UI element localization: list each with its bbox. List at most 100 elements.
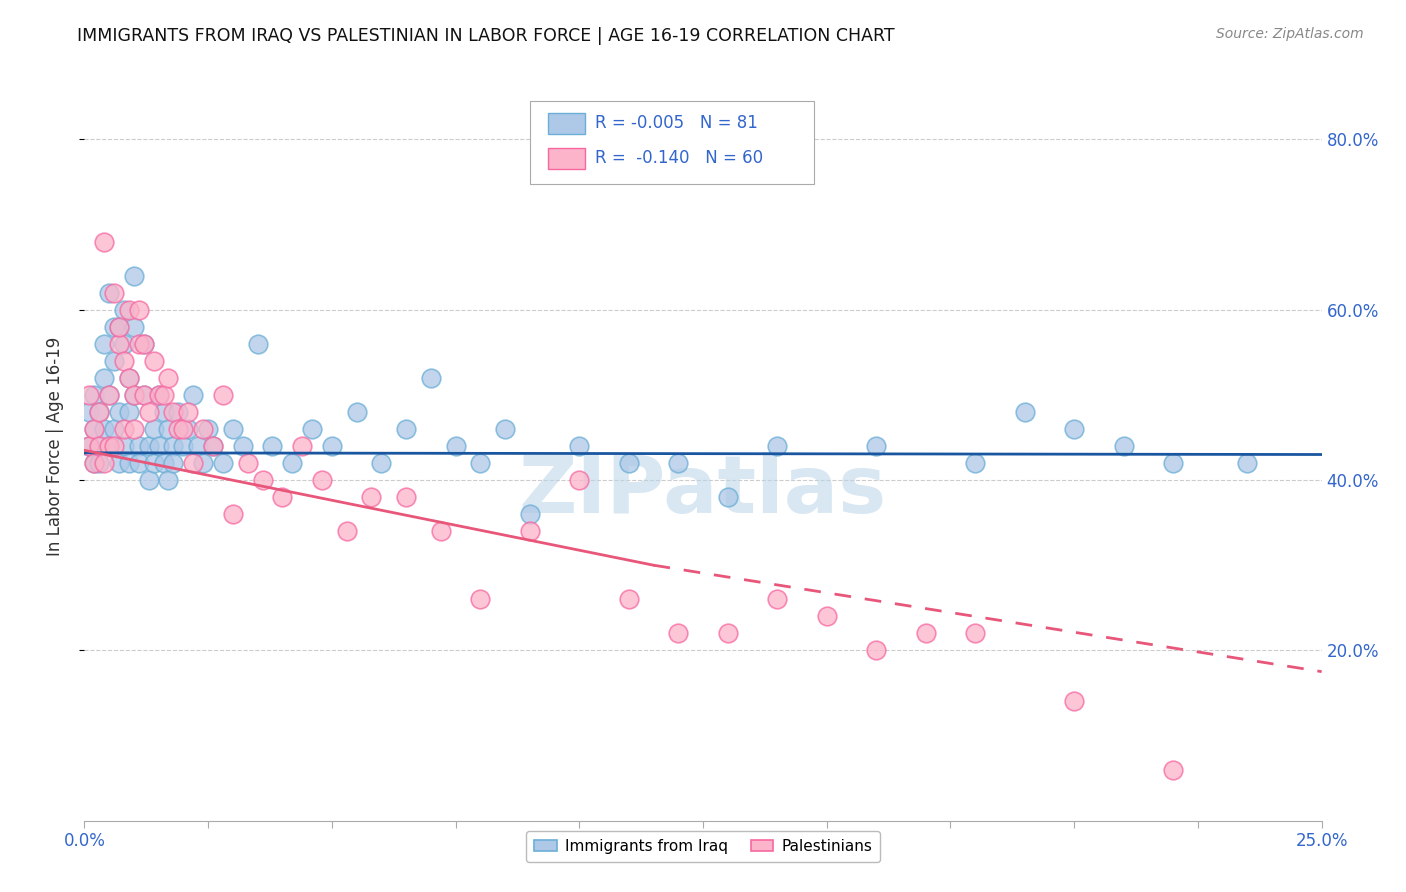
Point: [271, 490, 294, 504]
Point: [79, 388, 101, 402]
Point: [617, 456, 640, 470]
Point: [108, 319, 131, 334]
Point: [336, 524, 359, 538]
Point: [79, 439, 101, 453]
Point: [148, 388, 170, 402]
Point: [103, 354, 125, 368]
Point: [132, 336, 155, 351]
Point: [766, 592, 789, 607]
Point: [444, 439, 467, 453]
Point: [138, 473, 160, 487]
Point: [865, 439, 887, 453]
Point: [568, 439, 591, 453]
Point: [112, 422, 135, 436]
Point: [108, 456, 131, 470]
Point: [187, 439, 209, 453]
Point: [118, 302, 141, 317]
Point: [138, 405, 160, 419]
Point: [103, 285, 125, 300]
Legend: Immigrants from Iraq, Palestinians: Immigrants from Iraq, Palestinians: [526, 831, 880, 862]
Point: [815, 609, 838, 624]
Point: [128, 456, 150, 470]
Point: [1236, 456, 1258, 470]
Point: [93, 235, 115, 249]
Point: [360, 490, 382, 504]
Point: [252, 473, 274, 487]
Point: [370, 456, 392, 470]
Point: [197, 422, 219, 436]
Point: [89, 439, 111, 453]
Point: [965, 626, 987, 640]
Point: [108, 405, 131, 419]
Point: [191, 422, 214, 436]
Point: [93, 456, 115, 470]
Point: [89, 439, 111, 453]
Point: [118, 456, 141, 470]
Point: [138, 439, 160, 453]
Point: [177, 422, 200, 436]
Point: [132, 336, 155, 351]
Point: [122, 388, 145, 402]
Point: [103, 422, 125, 436]
Point: [262, 439, 284, 453]
Point: [128, 336, 150, 351]
Point: [93, 422, 115, 436]
Point: [666, 456, 689, 470]
Point: [103, 319, 125, 334]
Point: [157, 473, 180, 487]
Point: [519, 524, 541, 538]
Point: [122, 268, 145, 283]
Point: [83, 422, 105, 436]
Point: [191, 456, 214, 470]
Point: [122, 422, 145, 436]
Point: [167, 405, 190, 419]
Point: [1063, 694, 1085, 708]
Point: [167, 422, 190, 436]
Point: [617, 592, 640, 607]
Text: R = -0.005   N = 81: R = -0.005 N = 81: [595, 114, 758, 132]
Point: [202, 439, 225, 453]
Point: [568, 473, 591, 487]
Point: [419, 371, 441, 385]
Point: [148, 388, 170, 402]
Point: [766, 439, 789, 453]
Point: [118, 371, 141, 385]
FancyBboxPatch shape: [548, 148, 585, 169]
Point: [1063, 422, 1085, 436]
Text: Source: ZipAtlas.com: Source: ZipAtlas.com: [1216, 27, 1364, 41]
Point: [79, 439, 101, 453]
Point: [152, 405, 174, 419]
Point: [346, 405, 368, 419]
Point: [103, 439, 125, 453]
Point: [98, 439, 121, 453]
Point: [177, 405, 200, 419]
Text: IMMIGRANTS FROM IRAQ VS PALESTINIAN IN LABOR FORCE | AGE 16-19 CORRELATION CHART: IMMIGRANTS FROM IRAQ VS PALESTINIAN IN L…: [77, 27, 896, 45]
Point: [122, 388, 145, 402]
Point: [666, 626, 689, 640]
Point: [108, 319, 131, 334]
Point: [181, 456, 204, 470]
Point: [83, 456, 105, 470]
Point: [142, 456, 165, 470]
Point: [202, 439, 225, 453]
Point: [162, 439, 184, 453]
Point: [98, 285, 121, 300]
Point: [162, 405, 184, 419]
Point: [152, 456, 174, 470]
Y-axis label: In Labor Force | Age 16-19: In Labor Force | Age 16-19: [45, 336, 63, 556]
Point: [128, 439, 150, 453]
Point: [470, 456, 492, 470]
Point: [519, 507, 541, 521]
Point: [172, 439, 194, 453]
Point: [83, 422, 105, 436]
Point: [429, 524, 451, 538]
Point: [172, 422, 194, 436]
Point: [142, 422, 165, 436]
Point: [89, 405, 111, 419]
Point: [914, 626, 936, 640]
Point: [93, 371, 115, 385]
Point: [1112, 439, 1135, 453]
Point: [79, 405, 101, 419]
Point: [98, 388, 121, 402]
Point: [865, 643, 887, 657]
